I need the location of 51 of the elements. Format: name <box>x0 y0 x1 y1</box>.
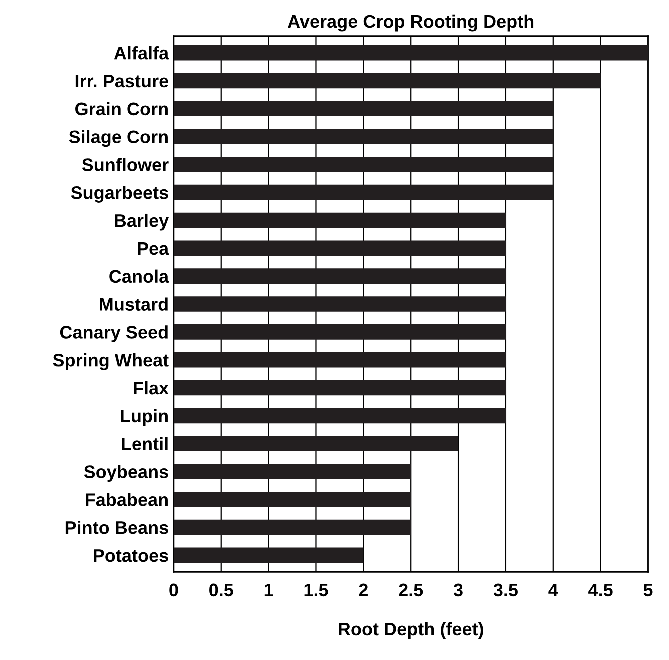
x-tick-label: 3 <box>454 584 463 597</box>
y-tick-label: Fababean <box>86 493 168 506</box>
bar <box>174 296 506 312</box>
bar <box>174 520 412 536</box>
y-tick-label: Silage Corn <box>69 130 168 148</box>
bar <box>174 380 506 396</box>
bar <box>174 352 506 368</box>
x-tick-label: 5 <box>644 584 653 597</box>
x-tick-label: 2.5 <box>399 584 424 597</box>
bar <box>174 157 554 172</box>
bar <box>174 212 506 228</box>
bar <box>174 464 412 480</box>
x-tick-label: 2 <box>359 584 368 596</box>
bar <box>174 73 601 89</box>
bar <box>174 408 506 424</box>
bar <box>174 101 554 117</box>
bar <box>174 184 554 200</box>
bar <box>174 268 506 284</box>
x-axis-title: Root Depth (feet) <box>339 622 484 640</box>
y-tick-label: Mustard <box>100 298 168 311</box>
y-tick-label: Canary Seed <box>60 326 168 342</box>
x-tick-label: 0 <box>170 584 178 597</box>
y-tick-label: Canola <box>110 270 170 284</box>
y-tick-label: Sunflower <box>82 158 169 172</box>
bar <box>174 436 459 452</box>
y-tick-label: Sugarbeets <box>71 186 168 203</box>
chart-title: Average Crop Rooting Depth <box>288 14 534 32</box>
y-tick-label: Alfalfa <box>114 46 170 60</box>
x-tick-label: 0.5 <box>210 584 234 597</box>
y-tick-label: Lentil <box>122 437 168 451</box>
x-tick-label: 3.5 <box>494 584 518 597</box>
bar <box>174 240 506 256</box>
y-tick-label: Lupin <box>121 409 168 426</box>
bar <box>174 45 648 61</box>
y-tick-label: Flax <box>134 381 169 395</box>
y-tick-label: Barley <box>115 214 169 231</box>
bar <box>174 548 364 564</box>
x-tick-label: 1 <box>264 584 274 596</box>
y-tick-label: Soybeans <box>84 465 168 482</box>
bar <box>174 492 412 508</box>
bar <box>174 324 506 340</box>
x-tick-label: 1.5 <box>304 584 328 597</box>
y-tick-label: Pinto Beans <box>66 521 168 534</box>
y-tick-label: Pea <box>138 242 170 256</box>
x-tick-label: 4 <box>548 584 558 596</box>
y-tick-label: Irr. Pasture <box>76 75 168 88</box>
bar <box>174 129 554 144</box>
y-tick-label: Spring Wheat <box>53 354 169 370</box>
x-tick-label: 4.5 <box>588 584 613 597</box>
y-tick-label: Potatoes <box>94 550 168 562</box>
y-tick-label: Grain Corn <box>76 102 168 116</box>
